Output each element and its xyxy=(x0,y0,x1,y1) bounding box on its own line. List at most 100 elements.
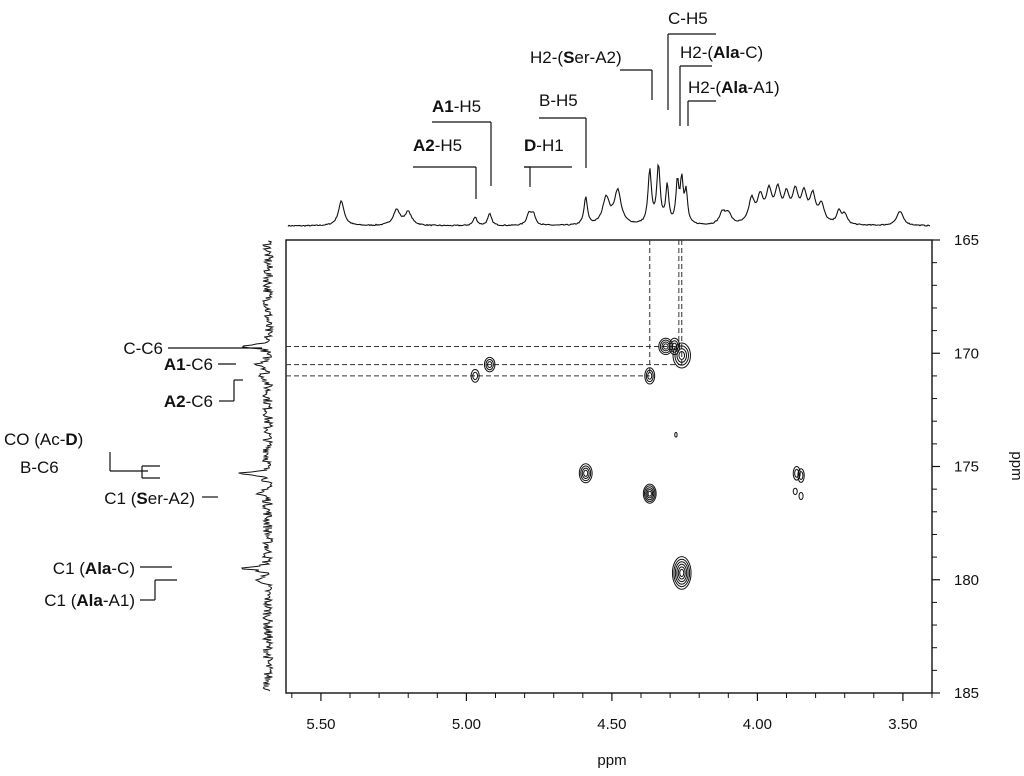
cross-peak xyxy=(797,468,805,483)
contour-level xyxy=(645,369,654,383)
left-13c-spectrum xyxy=(238,240,275,692)
left-peak-label: B-C6 xyxy=(20,458,59,477)
contour-level xyxy=(674,432,678,438)
contour-level xyxy=(792,487,798,496)
y-axis-title: ppm xyxy=(1008,451,1024,480)
label-part: C1 ( xyxy=(104,489,136,508)
label-part: A2 xyxy=(164,392,186,411)
top-peak-label: A1-H5 xyxy=(432,97,481,116)
contour-level xyxy=(644,485,656,502)
label-part: C1 ( xyxy=(44,591,76,610)
x-tick-label: 4.50 xyxy=(597,716,626,733)
top-peak-label: C-H5 xyxy=(668,9,708,28)
label-part: A1 xyxy=(432,97,454,116)
label-part: B-C6 xyxy=(20,458,59,477)
contour-level xyxy=(644,367,656,385)
contour-level xyxy=(578,463,593,484)
label-part: Ala xyxy=(76,591,103,610)
label-part: A1 xyxy=(164,355,186,374)
cross-peak xyxy=(644,367,656,385)
left-peak-label: C1 (Ser-A2) xyxy=(104,489,195,508)
label-part: -C) xyxy=(740,43,764,62)
top-peak-label: H2-(Ser-A2) xyxy=(530,48,622,67)
contour-level xyxy=(470,369,480,383)
contour-level xyxy=(676,563,688,583)
contour-level xyxy=(487,361,493,369)
contour-level xyxy=(676,348,688,363)
top-peak-label: H2-(Ala-C) xyxy=(680,43,763,62)
left-peak-label: CO (Ac-D) xyxy=(4,430,83,449)
label-part: S xyxy=(136,489,147,508)
contour-level xyxy=(670,340,679,353)
label-part: Ala xyxy=(85,559,112,578)
label-part: -A1) xyxy=(103,591,135,610)
x-tick-label: 5.50 xyxy=(306,716,335,733)
contour-level xyxy=(485,358,494,371)
label-part: H2-( xyxy=(530,48,563,67)
left-peak-label: A1-C6 xyxy=(164,355,213,374)
contour-level xyxy=(581,467,590,479)
y-tick-label: 170 xyxy=(954,345,979,362)
cross-peak xyxy=(470,369,480,383)
contour-level xyxy=(798,491,804,501)
cross-peak xyxy=(578,463,593,484)
x-tick-label: 5.00 xyxy=(452,716,481,733)
contour-level xyxy=(792,466,801,481)
label-part: C-H5 xyxy=(668,9,708,28)
left-peak-label: C1 (Ala-C) xyxy=(53,559,135,578)
y-axis: 165 170 175 180 185 xyxy=(932,232,979,702)
label-part: -A2) xyxy=(590,48,622,67)
label-part: -C6 xyxy=(186,355,213,374)
contour-level xyxy=(583,469,589,477)
label-part: C-C6 xyxy=(123,339,163,358)
contour-level xyxy=(673,558,691,588)
label-part: Ala xyxy=(713,43,740,62)
label-part: A2 xyxy=(413,136,435,155)
contour-level xyxy=(678,351,686,360)
y-tick-label: 175 xyxy=(954,459,979,476)
label-part: er xyxy=(574,48,589,67)
y-tick-label: 180 xyxy=(954,572,979,589)
cross-peak xyxy=(672,342,691,369)
label-part: H2-( xyxy=(680,43,713,62)
label-part: -H5 xyxy=(454,97,481,116)
guide-lines xyxy=(286,240,683,377)
contour-level xyxy=(646,488,654,499)
contour-level xyxy=(647,490,652,497)
label-part: CO (Ac- xyxy=(4,430,65,449)
cross-peak xyxy=(792,487,798,496)
contour-level xyxy=(674,561,689,585)
top-peak-label: B-H5 xyxy=(539,91,578,110)
top-peak-label: A2-H5 xyxy=(413,136,462,155)
label-part: -A2) xyxy=(163,489,195,508)
label-part: C1 ( xyxy=(53,559,85,578)
contour-level xyxy=(672,342,691,369)
contour-level xyxy=(679,568,685,578)
label-part: -H5 xyxy=(435,136,462,155)
label-part: B-H5 xyxy=(539,91,578,110)
label-part: -H1 xyxy=(536,136,563,155)
left-peak-label: C1 (Ala-A1) xyxy=(44,591,135,610)
contour-level xyxy=(642,483,657,504)
contour-level xyxy=(671,556,692,590)
cross-peak xyxy=(792,466,801,481)
label-part: S xyxy=(563,48,574,67)
label-part: Ala xyxy=(721,78,748,97)
cross-peaks xyxy=(470,337,805,590)
cross-peak xyxy=(671,556,692,590)
cross-peak xyxy=(483,356,496,373)
x-axis-title: ppm xyxy=(597,752,626,769)
top-peak-label: D-H1 xyxy=(524,136,564,155)
label-part: ) xyxy=(78,430,84,449)
cross-peak xyxy=(674,432,678,438)
x-axis: 5.50 5.00 4.50 4.00 3.50 xyxy=(291,693,933,733)
label-part: er xyxy=(148,489,163,508)
label-part: -C) xyxy=(111,559,135,578)
contour-level xyxy=(483,356,496,373)
contour-level xyxy=(677,566,686,580)
left-spectrum-trace xyxy=(238,240,275,692)
label-part: -A1) xyxy=(748,78,780,97)
label-part: D xyxy=(524,136,536,155)
